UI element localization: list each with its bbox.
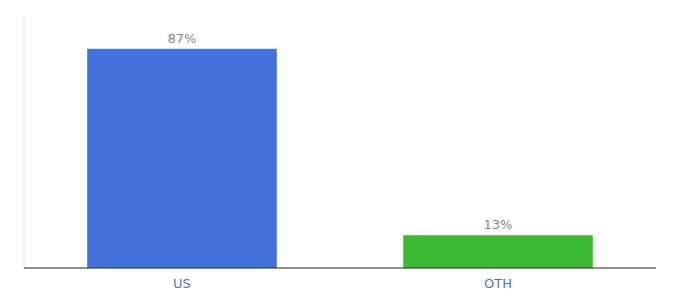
chart-container: 87% US 13% OTH (0, 0, 680, 300)
bar (87, 49, 277, 268)
bars (87, 49, 593, 268)
x-tick-label: US (173, 276, 191, 291)
chart-svg: 87% US 13% OTH (0, 0, 680, 300)
x-axis-line (24, 267, 656, 268)
data-label: 87% (168, 31, 197, 46)
bar (403, 235, 593, 268)
data-label: 13% (484, 217, 513, 232)
y-axis-line (24, 16, 25, 268)
x-tick-label: OTH (484, 276, 512, 291)
